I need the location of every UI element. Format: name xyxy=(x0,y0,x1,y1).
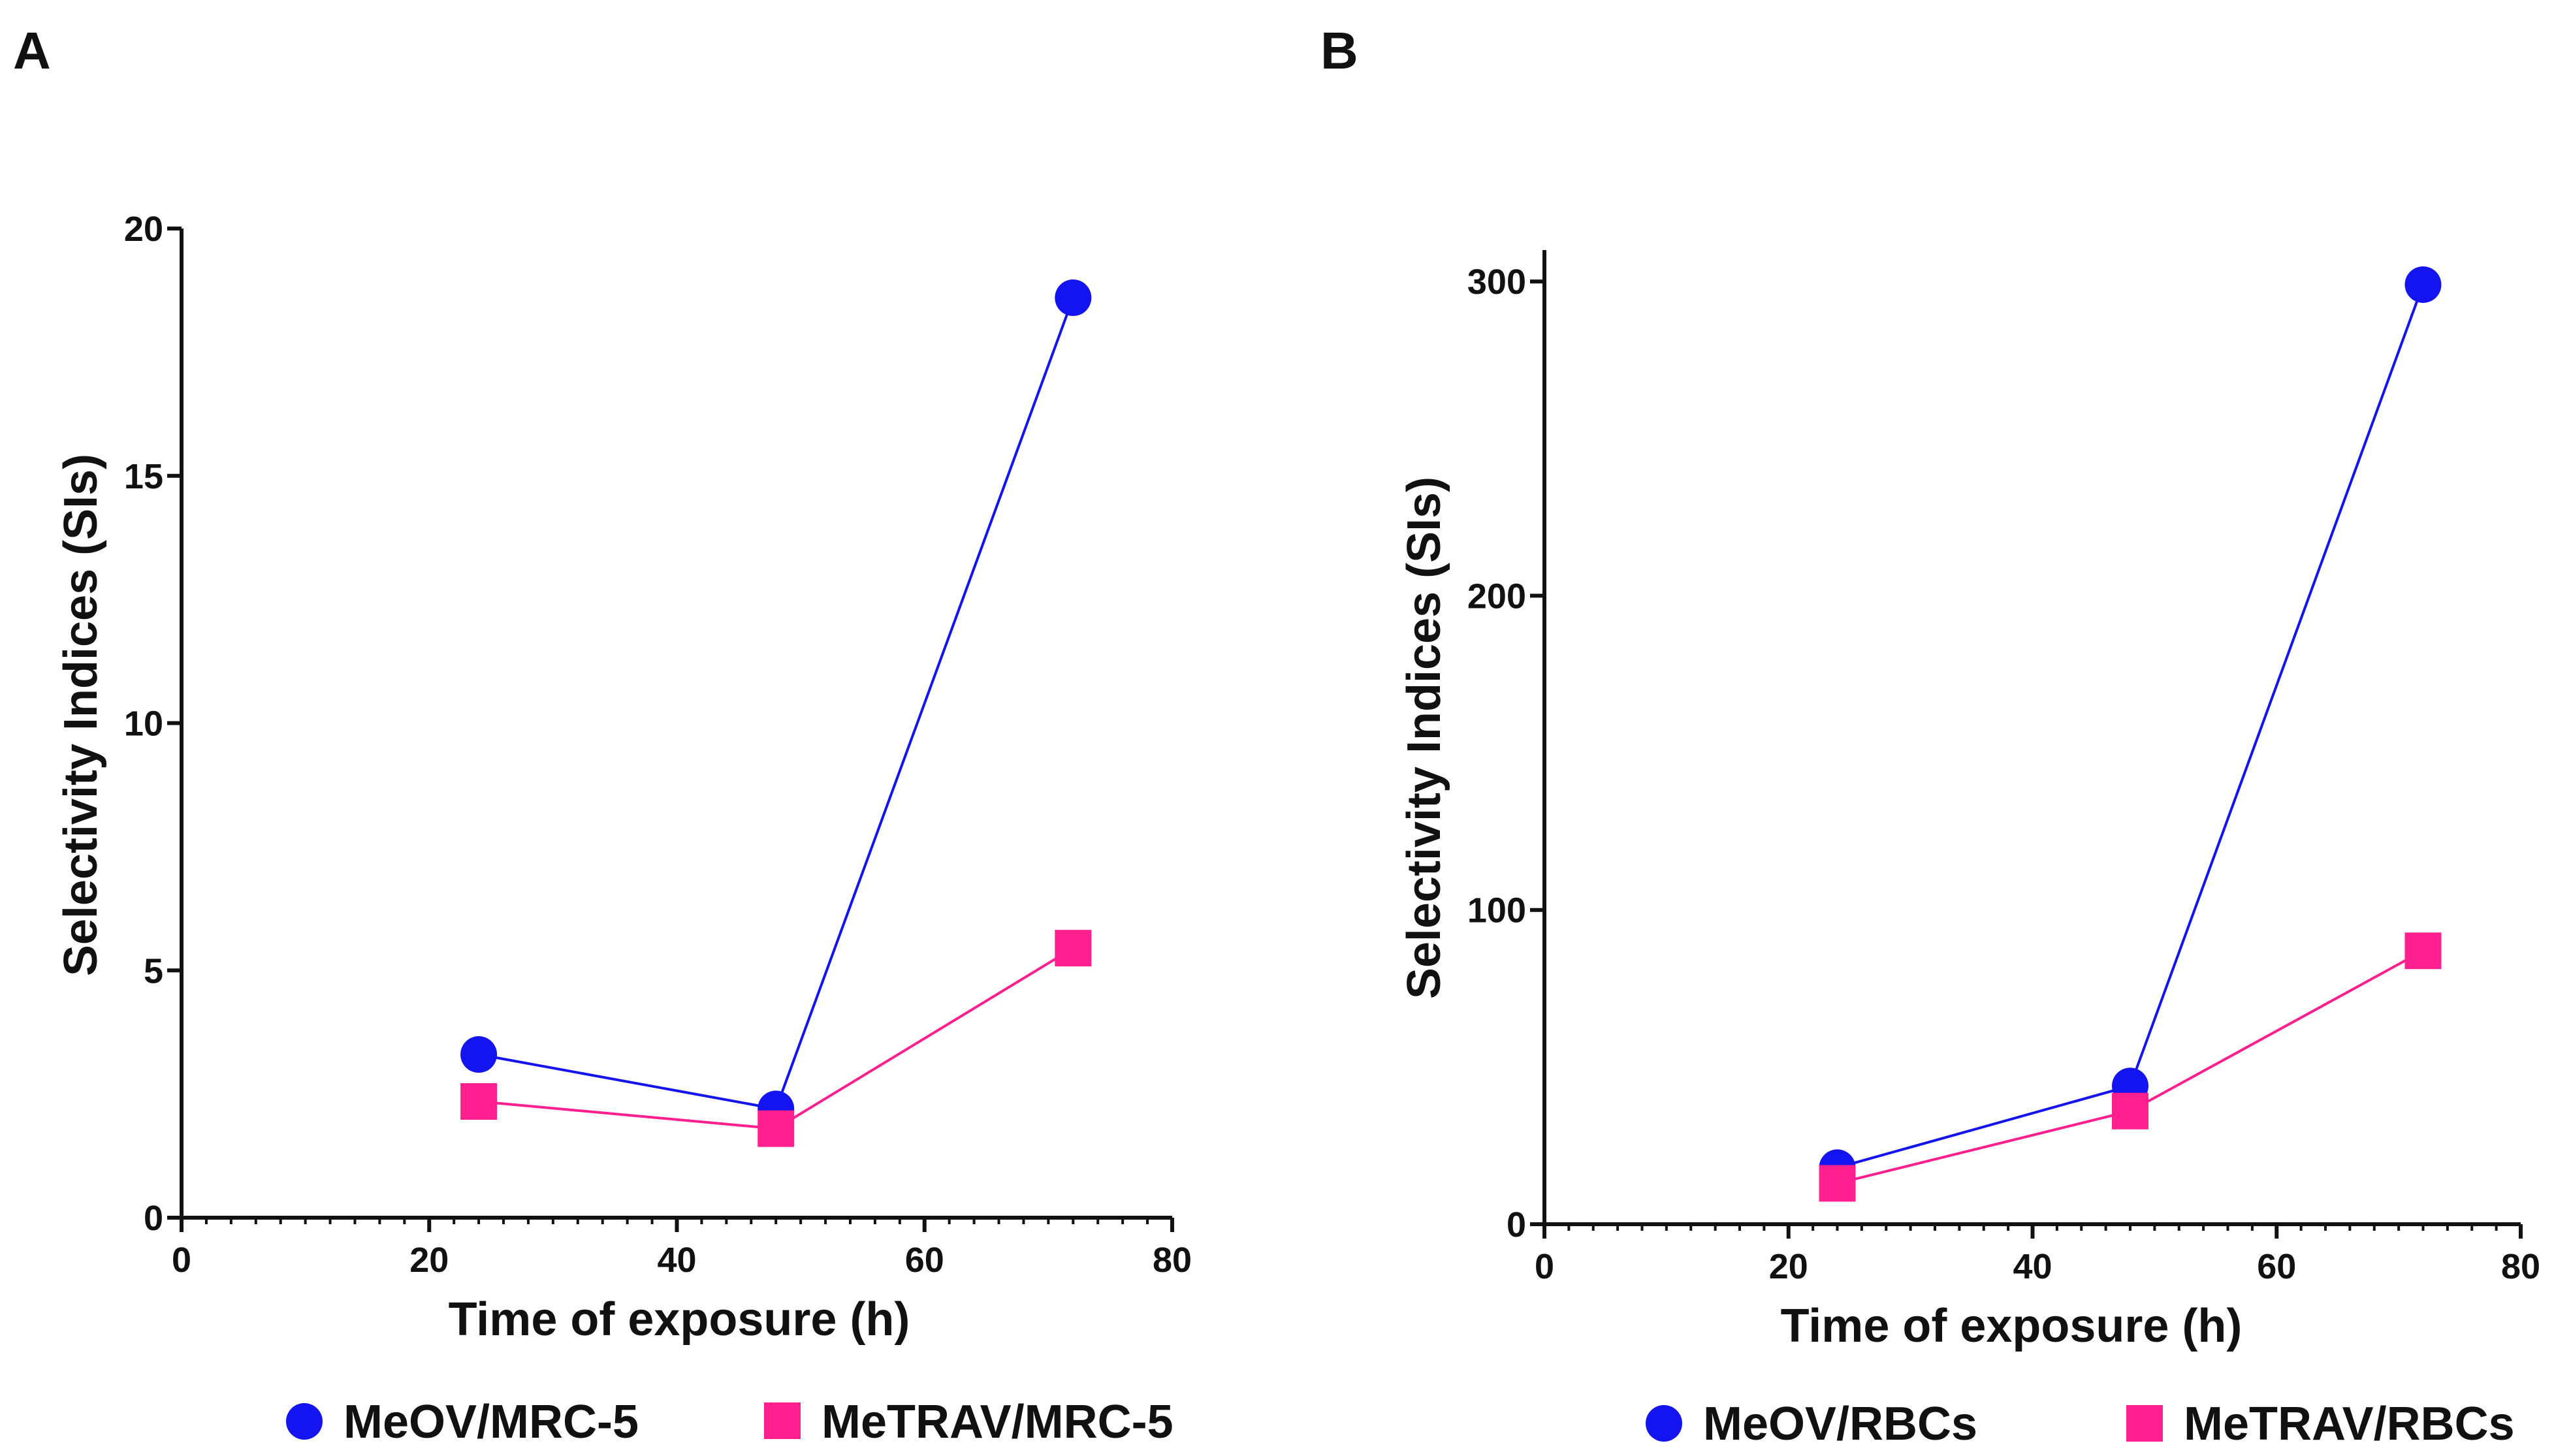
panel-b-legend-label-0: MeOV/RBCs xyxy=(1703,1398,1977,1450)
panel-a-legend-marker-1 xyxy=(764,1402,801,1439)
panel-b-y-tick-label: 300 xyxy=(1467,262,1526,302)
panel-a-legend-label-1: MeTRAV/MRC-5 xyxy=(822,1396,1173,1448)
panel-b-y-tick-label: 100 xyxy=(1467,891,1526,930)
panel-b-y-tick-label: 200 xyxy=(1467,577,1526,616)
panel-b-series-1-point xyxy=(1819,1165,1856,1202)
panel-a-x-tick-label: 0 xyxy=(172,1241,191,1280)
panel-b-x-axis-title: Time of exposure (h) xyxy=(1781,1300,2243,1352)
panel-b-x-tick-label: 80 xyxy=(2501,1247,2540,1286)
panel-b-x-tick-label: 0 xyxy=(1535,1247,1554,1286)
panel-a-y-tick-label: 15 xyxy=(124,457,163,496)
panel-a-y-tick-label: 20 xyxy=(124,210,163,249)
panel-a-series-1-point xyxy=(460,1083,498,1120)
panel-a-axes: 0 20 40 60 80 0 5 10 15 20 xyxy=(124,210,1192,1280)
panel-b: B 0 20 40 60 80 0 100 200 300 Time of exposure (… xyxy=(1320,22,2540,1450)
panel-a-x-tick-label: 40 xyxy=(657,1241,696,1280)
panel-b-label: B xyxy=(1320,22,1358,80)
panel-a-series-1-point xyxy=(1055,930,1092,967)
panel-a-marks xyxy=(460,279,1092,1147)
panel-b-x-tick-label: 20 xyxy=(1769,1247,1808,1286)
panel-a-legend: MeOV/MRC-5 MeTRAV/MRC-5 xyxy=(286,1396,1173,1448)
panel-a-y-tick-label: 10 xyxy=(124,704,163,744)
panel-a-legend-marker-0 xyxy=(286,1403,323,1440)
panel-a-x-tick-label: 60 xyxy=(905,1241,944,1280)
panel-b-series-line-1 xyxy=(1837,949,2424,1185)
panel-a-x-tick-label: 20 xyxy=(409,1241,449,1280)
panel-b-marks xyxy=(1819,266,2442,1202)
panel-b-legend-label-1: MeTRAV/RBCs xyxy=(2184,1398,2515,1450)
panel-a: A 0 20 40 60 80 0 5 10 15 20 Time of exposure (h)… xyxy=(13,22,1192,1448)
panel-b-x-tick-label: 40 xyxy=(2013,1247,2052,1286)
panel-b-series-line-0 xyxy=(1836,284,2425,1169)
panel-b-y-axis-title: Selectivity Indices (SIs) xyxy=(1398,477,1450,999)
panel-a-x-axis-title: Time of exposure (h) xyxy=(449,1293,910,1346)
panel-b-series-0-point xyxy=(2404,266,2442,303)
panel-b-series-1-point xyxy=(2404,932,2442,970)
panel-b-y-tick-label: 0 xyxy=(1507,1205,1526,1244)
panel-a-legend-label-0: MeOV/MRC-5 xyxy=(343,1396,639,1448)
panel-a-series-1-point xyxy=(758,1110,795,1147)
panel-a-x-tick-label: 80 xyxy=(1153,1241,1192,1280)
panel-b-axes: 0 20 40 60 80 0 100 200 300 xyxy=(1467,250,2540,1286)
panel-a-series-0-point xyxy=(1055,279,1092,317)
panel-b-x-tick-label: 60 xyxy=(2257,1247,2296,1286)
panel-a-series-0-point xyxy=(460,1036,498,1073)
panel-a-series-line-0 xyxy=(478,297,1075,1111)
panel-a-label: A xyxy=(13,22,51,80)
panel-a-y-axis-title: Selectivity Indices (SIs) xyxy=(55,454,107,976)
panel-b-legend: MeOV/RBCs MeTRAV/RBCs xyxy=(1646,1398,2515,1450)
panel-b-series-1-point xyxy=(2112,1092,2148,1130)
panel-a-y-tick-label: 0 xyxy=(144,1199,163,1238)
panel-b-legend-marker-1 xyxy=(2126,1405,2163,1442)
panel-b-legend-marker-0 xyxy=(1646,1405,1682,1442)
panel-a-y-tick-label: 5 xyxy=(144,951,163,990)
